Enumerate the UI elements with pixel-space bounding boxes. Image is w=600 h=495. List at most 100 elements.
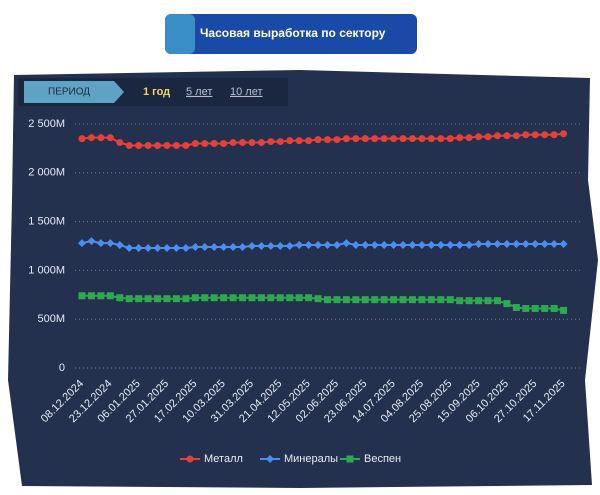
panel <box>8 70 598 488</box>
point <box>389 241 398 250</box>
series-line <box>82 294 564 312</box>
point <box>219 242 228 251</box>
point <box>521 240 530 249</box>
period-option[interactable]: 10 лет <box>230 86 263 98</box>
point <box>351 241 360 250</box>
legend-label: Веспен <box>364 453 401 465</box>
point <box>380 241 389 250</box>
point <box>181 243 190 252</box>
point <box>446 296 454 304</box>
point <box>304 241 313 250</box>
point <box>97 292 105 300</box>
legend-marker <box>186 455 194 463</box>
point <box>267 138 275 146</box>
point <box>342 239 351 248</box>
title-tab <box>165 14 417 54</box>
point <box>87 237 96 246</box>
point <box>390 296 398 304</box>
point <box>446 241 455 250</box>
point <box>474 240 483 249</box>
point <box>87 134 95 142</box>
point <box>78 292 86 300</box>
point <box>352 135 360 143</box>
point <box>314 295 322 303</box>
point <box>522 304 530 312</box>
point <box>531 304 539 312</box>
point <box>182 295 190 303</box>
point <box>323 241 332 250</box>
y-tick-label: 1 500M <box>28 216 65 228</box>
point <box>550 131 558 139</box>
point <box>220 294 228 302</box>
legend-label: Минералы <box>284 453 338 465</box>
point <box>172 141 180 149</box>
point <box>135 295 143 303</box>
point <box>380 135 388 143</box>
point <box>427 296 435 304</box>
point <box>550 304 558 312</box>
point <box>324 136 331 144</box>
point <box>229 294 237 302</box>
point <box>503 132 511 140</box>
point <box>342 296 350 304</box>
point <box>324 296 331 304</box>
point <box>286 137 294 145</box>
point <box>305 137 313 145</box>
point <box>247 242 256 250</box>
point <box>276 294 284 302</box>
point <box>370 241 379 250</box>
point <box>531 131 539 139</box>
point <box>380 296 388 304</box>
point <box>352 296 360 304</box>
point <box>201 140 209 148</box>
point <box>484 133 492 141</box>
y-tick-label: 0 <box>59 362 65 374</box>
point <box>560 306 568 314</box>
title-tab-edge <box>165 14 195 54</box>
point <box>305 294 313 302</box>
point <box>456 297 464 305</box>
point <box>154 141 162 149</box>
point <box>503 300 511 308</box>
point <box>257 294 265 302</box>
point <box>560 130 568 138</box>
point <box>163 141 171 149</box>
series-line <box>81 132 564 147</box>
point <box>144 295 152 303</box>
period-option[interactable]: 5 лет <box>186 86 212 98</box>
point <box>436 241 445 250</box>
point <box>446 135 454 143</box>
period-label-bg <box>24 81 124 103</box>
point <box>201 294 209 302</box>
point <box>522 131 530 139</box>
point <box>493 240 502 249</box>
point <box>361 135 369 143</box>
point <box>163 295 171 303</box>
point <box>333 296 341 304</box>
point <box>135 141 143 149</box>
point <box>512 303 520 311</box>
point <box>333 136 341 144</box>
point <box>427 241 436 250</box>
y-tick-label: 1 000M <box>28 264 65 276</box>
point <box>408 135 416 143</box>
period-option[interactable]: 1 год <box>143 86 170 98</box>
point <box>239 294 247 302</box>
point <box>210 242 219 251</box>
point <box>399 241 408 250</box>
point <box>125 243 134 252</box>
point <box>390 135 398 143</box>
point <box>550 240 559 249</box>
point <box>493 297 501 305</box>
point <box>493 132 501 140</box>
point <box>210 140 218 148</box>
point <box>248 294 256 302</box>
point <box>541 131 549 139</box>
point <box>361 241 370 250</box>
point <box>285 242 294 250</box>
point <box>154 295 162 303</box>
point <box>512 240 521 249</box>
point <box>106 134 114 142</box>
point <box>295 137 303 145</box>
